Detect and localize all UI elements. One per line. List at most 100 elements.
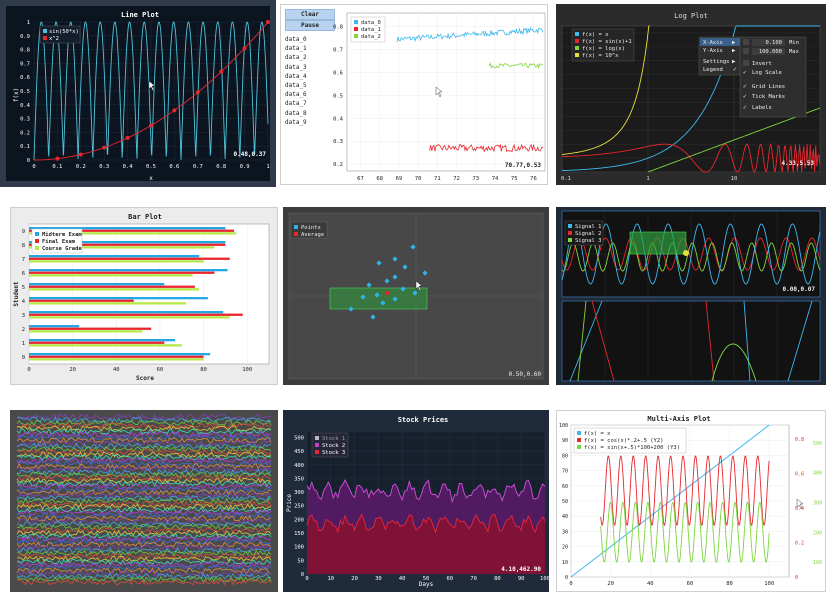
scatter-point: [384, 278, 390, 284]
realtime-chart[interactable]: 67 68 69 70 71 72 73 74 75 76 0.2 0.3 0.4 0.5 0.6 0.7 0.…: [281, 5, 549, 186]
noise-series-line: [16, 500, 272, 508]
signals-chart[interactable]: Signal 1 Signal 2 Signal 3 0.00,0.07: [556, 207, 826, 385]
subplots-panel[interactable]: Signal 1 Signal 2 Signal 3 0.00,0.07: [556, 207, 826, 385]
y-tick-label: 0.7: [333, 48, 343, 54]
bar: [29, 246, 215, 249]
line-plot-ylabel: f(x): [13, 88, 20, 102]
line-plot-chart[interactable]: Line Plot x f(x) 00 0.1 0.1 0.2 0.2 0.3 0.3 0.4…: [0, 0, 276, 187]
legend-label: Final Exam: [42, 239, 76, 245]
scatter-point: [360, 294, 366, 300]
series-item[interactable]: data_2: [285, 54, 307, 62]
x-tick-label: 60: [687, 581, 694, 587]
y-tick-label: 4: [22, 299, 26, 305]
drag-rect[interactable]: [629, 231, 687, 255]
menu-item-legend[interactable]: Legend: [703, 67, 723, 73]
noise-series-line: [16, 558, 272, 566]
legend-swatch: [354, 20, 358, 24]
y3-tick-label: 200: [813, 530, 822, 536]
legend-label: Signal 3: [575, 238, 602, 244]
chevron-right-icon: ▶: [732, 59, 736, 65]
grid-lines-label[interactable]: Grid Lines: [752, 84, 785, 90]
y-tick-label: 200: [294, 517, 304, 523]
y-tick-label: 0.5: [333, 93, 343, 99]
noise-series-line: [16, 413, 272, 421]
drag-rect[interactable]: [329, 287, 428, 310]
square-series-marker: [172, 108, 177, 113]
signal-line: [591, 300, 615, 382]
series-item[interactable]: data_0: [285, 36, 307, 43]
series-item[interactable]: data_3: [285, 63, 307, 71]
max-value: 100.000: [759, 49, 782, 55]
bar: [29, 283, 165, 286]
max-checkbox[interactable]: [743, 48, 749, 54]
legend-swatch: [35, 232, 39, 236]
legend-label-sq: x^2: [49, 36, 59, 42]
chevron-right-icon: ▶: [732, 40, 736, 46]
max-input[interactable]: [752, 48, 785, 55]
heatmap-panel[interactable]: [10, 410, 278, 592]
y3-tick-label: 500: [813, 441, 822, 447]
multi-axis-panel[interactable]: Multi-Axis Plot 0 20 40 60 80 100 0 10 20 30 40 50 6…: [556, 410, 826, 592]
noise-series-line: [16, 453, 272, 461]
y-tick-label: 0: [565, 575, 568, 581]
mouse-cursor-icon: [148, 80, 156, 92]
x-tick-label: 60: [157, 367, 164, 373]
multi-axis-chart[interactable]: Multi-Axis Plot 0 20 40 60 80 100 0 10 20 30 40 50 6…: [557, 411, 827, 593]
y-tick-label: 0: [22, 355, 25, 361]
stock-prices-panel[interactable]: Stock Prices Days Price 0 10 20 30 40 50 60 70 8…: [283, 410, 549, 592]
invert-label: Invert: [752, 61, 772, 67]
scatter-plot-chart[interactable]: Points Average 0.50,0.60: [283, 207, 549, 385]
menu-item-x-axis[interactable]: X-Axis: [703, 40, 723, 46]
log-plot-panel[interactable]: Log Plot 0.1 1 10 f(x) = x f(x) = sin(x)+1…: [556, 4, 826, 185]
menu-item-settings[interactable]: Settings: [703, 59, 730, 65]
series-item[interactable]: data_1: [285, 45, 307, 53]
log-plot-chart[interactable]: Log Plot 0.1 1 10 f(x) = x f(x) = sin(x)+1…: [556, 4, 826, 185]
y-tick-label: 70: [562, 469, 568, 475]
pause-button[interactable]: Pause: [285, 20, 335, 31]
bar: [29, 269, 228, 272]
series-item[interactable]: data_9: [285, 118, 307, 126]
tick-marks-label[interactable]: Tick Marks: [752, 94, 785, 100]
scatter-point: [402, 264, 408, 270]
sin-series-line: [562, 142, 821, 173]
line-plot-panel[interactable]: Line Plot x f(x) 0 0 0.1 0.1 0.2 0.2 0.3 0.3 0.4…: [0, 0, 276, 187]
labels-label[interactable]: Labels: [752, 105, 772, 111]
clear-button[interactable]: Clear: [285, 9, 335, 20]
check-icon: ✓: [743, 104, 747, 111]
min-input[interactable]: [752, 39, 785, 46]
drag-point[interactable]: [683, 250, 689, 256]
heatmap-chart[interactable]: [10, 410, 278, 592]
realtime-plot-panel[interactable]: Clear Pause data_0 data_1 data_2 data_3 …: [280, 4, 548, 185]
x-tick-label: 0.8: [216, 164, 226, 170]
data-2-series-line: [488, 62, 544, 69]
scatter-plot-panel[interactable]: Points Average 0.50,0.60: [283, 207, 549, 385]
data-0-series-line: [396, 26, 544, 43]
bar-plot-chart[interactable]: Bar Plot Score Student 0 20 40 60 80 100 0 1 2 3 4…: [11, 208, 279, 386]
x-tick-label: 90: [518, 576, 525, 582]
x-tick-label: 0.5: [146, 164, 156, 170]
series-item[interactable]: data_8: [285, 109, 307, 117]
scatter-legend: [290, 221, 328, 239]
y-tick-label: 0.4: [333, 116, 344, 122]
log-scale-label[interactable]: Log Scale: [752, 70, 782, 76]
log-plot-legend: [571, 28, 635, 62]
series-item[interactable]: data_5: [285, 82, 307, 90]
bar-plot-panel[interactable]: Bar Plot Score Student 0 20 40 60 80 100 0 1 2 3 4…: [10, 207, 278, 385]
noise-series-line: [16, 564, 272, 572]
x-tick-label: 100: [764, 581, 774, 587]
menu-item-y-axis[interactable]: Y-Axis: [703, 48, 723, 54]
legend-swatch: [35, 246, 39, 250]
signal-line: [711, 343, 757, 382]
invert-checkbox[interactable]: [743, 60, 749, 66]
y-tick-label: 0.8: [20, 48, 30, 54]
series-item[interactable]: data_6: [285, 91, 307, 99]
stock-prices-chart[interactable]: Stock Prices Days Price 0 10 20 30 40 50 60 70 8…: [283, 410, 549, 592]
series-item[interactable]: data_4: [285, 72, 307, 80]
y-tick-label: 0.6: [20, 75, 30, 81]
series-item[interactable]: data_7: [285, 100, 307, 108]
y2-tick-label: 0.6: [795, 471, 804, 477]
check-icon: ✓: [743, 93, 747, 100]
x-tick-label: 72: [453, 176, 460, 182]
f-x-series-line: [562, 25, 820, 172]
min-checkbox[interactable]: [743, 39, 749, 45]
